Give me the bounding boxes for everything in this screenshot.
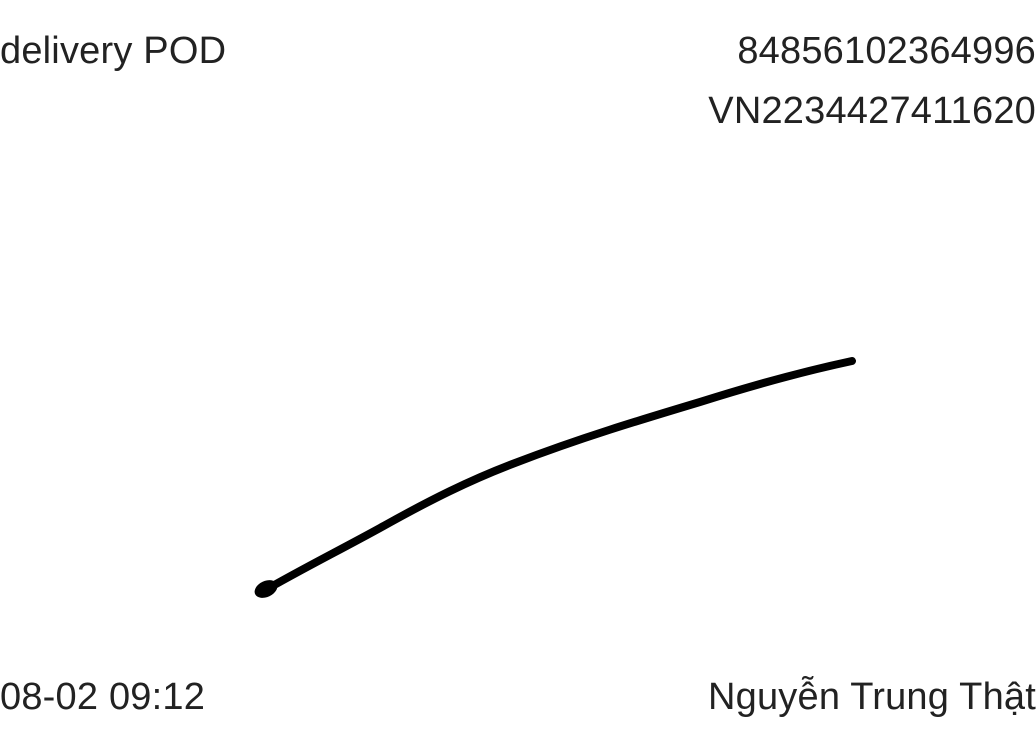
document-label: delivery POD [0,30,227,72]
tracking-number: 84856102364996 [737,30,1036,72]
signature-stroke [258,357,856,596]
signature-start-blob [254,580,278,598]
timestamp: 08-02 09:12 [0,676,206,718]
reference-code: VN2234427411620 [708,90,1036,132]
recipient-name: Nguyễn Trung Thật [707,676,1036,718]
